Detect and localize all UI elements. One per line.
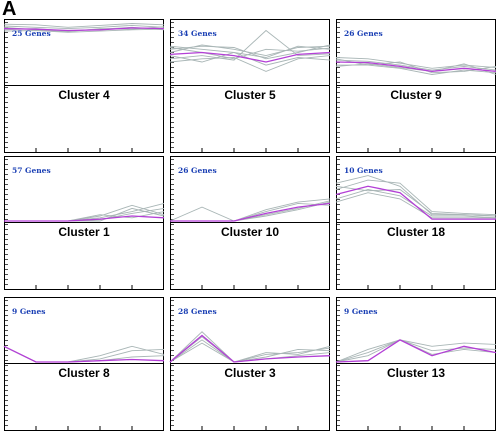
gene-count-label: 26 Genes	[344, 29, 383, 38]
cluster-panel: 28 Genes Cluster 3	[169, 297, 331, 431]
cluster-centroid-line	[335, 61, 497, 73]
gene-count-label: 34 Genes	[178, 29, 217, 38]
cluster-name-label: Cluster 9	[390, 88, 442, 102]
member-gene-line	[3, 23, 165, 28]
cluster-name-label: Cluster 10	[221, 225, 279, 239]
gene-count-label: 10 Genes	[344, 166, 383, 175]
cluster-name-label: Cluster 3	[224, 366, 276, 380]
cluster-centroid-line	[3, 345, 165, 363]
gene-count-label: 25 Genes	[12, 29, 51, 38]
cluster-centroid-line	[169, 51, 331, 63]
panel-letter: A	[2, 0, 17, 20]
member-gene-line	[335, 339, 497, 363]
cluster-name-label: Cluster 8	[58, 366, 110, 380]
cluster-centroid-line	[4, 215, 165, 222]
cluster-name-label: Cluster 4	[58, 88, 110, 102]
gene-count-label: 57 Genes	[12, 166, 51, 175]
member-gene-line	[169, 336, 331, 363]
cluster-panel: 10 Genes Cluster 18	[335, 156, 497, 290]
member-gene-line	[169, 29, 331, 61]
member-gene-line	[335, 192, 496, 219]
cluster-panel: 9 Genes Cluster 8	[3, 297, 165, 431]
cluster-panel: 25 Genes Cluster 4	[3, 19, 165, 153]
cluster-panel: 26 Genes Cluster 9	[335, 19, 497, 153]
cluster-name-label: Cluster 13	[387, 366, 445, 380]
member-gene-line	[335, 339, 497, 363]
member-gene-line	[3, 24, 165, 30]
member-gene-line	[169, 44, 331, 57]
member-gene-line	[335, 185, 497, 217]
cluster-centroid-line	[170, 202, 331, 222]
member-gene-line	[169, 47, 331, 60]
member-gene-line	[169, 45, 331, 58]
cluster-centroid-line	[3, 27, 165, 32]
member-gene-line	[3, 28, 165, 33]
cluster-panel: 34 Genes Cluster 5	[169, 19, 331, 153]
cluster-panel: 57 Genes Cluster 1	[4, 156, 165, 290]
cluster-name-label: Cluster 1	[58, 225, 110, 239]
gene-count-label: 26 Genes	[178, 166, 217, 175]
cluster-centroid-line	[169, 334, 331, 363]
member-gene-line	[335, 58, 497, 74]
gene-count-label: 9 Genes	[344, 307, 377, 316]
cluster-name-label: Cluster 5	[224, 88, 276, 102]
cluster-centroid-line	[335, 185, 496, 220]
member-gene-line	[335, 179, 497, 216]
member-gene-line	[169, 198, 331, 222]
member-gene-line	[169, 331, 331, 363]
member-gene-line	[169, 44, 331, 60]
cluster-panel: 26 Genes Cluster 10	[169, 156, 331, 290]
member-gene-line	[169, 339, 331, 363]
cluster-centroid-line	[335, 339, 497, 363]
cluster-panel: 9 Genes Cluster 13	[335, 297, 497, 431]
cluster-name-label: Cluster 18	[387, 225, 445, 239]
gene-count-label: 28 Genes	[178, 307, 217, 316]
gene-count-label: 9 Genes	[12, 307, 45, 316]
